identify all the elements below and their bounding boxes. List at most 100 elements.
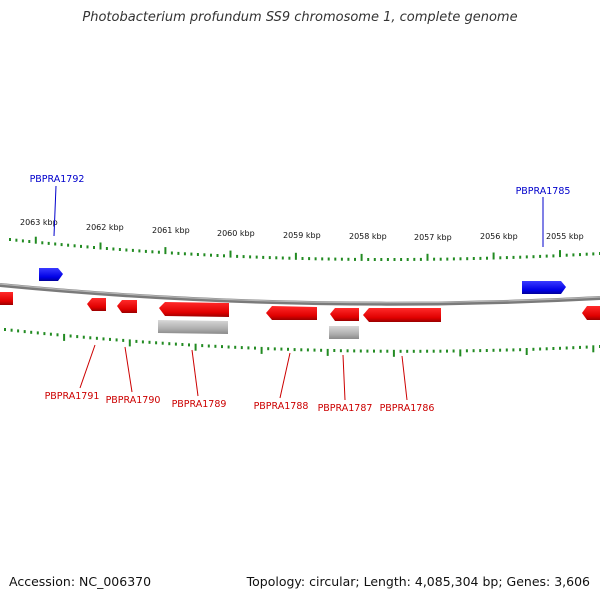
gene-label[interactable]: PBPRA1785 [516, 186, 571, 197]
gene-arrow-reverse[interactable] [87, 298, 106, 311]
minor-tick [10, 328, 13, 332]
minor-tick [60, 243, 63, 247]
minor-tick [499, 348, 502, 352]
minor-tick [21, 239, 24, 243]
major-tick [164, 247, 167, 255]
minor-tick [300, 348, 303, 352]
minor-tick [347, 257, 350, 261]
minor-tick [183, 252, 186, 256]
major-tick [326, 348, 329, 356]
gene-label[interactable]: PBPRA1788 [254, 401, 309, 412]
gene-arrow-forward[interactable] [39, 268, 63, 281]
gene-label[interactable]: PBPRA1791 [45, 391, 100, 402]
minor-tick [539, 347, 542, 351]
topology-text: Topology: circular; Length: 4,085,304 bp… [246, 574, 590, 589]
minor-tick [446, 349, 448, 353]
minor-tick [406, 349, 409, 353]
rna-feature[interactable] [329, 326, 359, 339]
minor-tick [339, 349, 342, 353]
minor-tick [249, 255, 252, 259]
minor-tick [95, 336, 98, 340]
gene-label[interactable]: PBPRA1786 [380, 403, 435, 414]
minor-tick [15, 238, 18, 242]
minor-tick [69, 334, 72, 338]
minor-tick [320, 348, 323, 352]
gene-arrow-reverse[interactable] [0, 292, 13, 305]
kbp-label: 2063 kbp [20, 218, 58, 227]
gene-arrow-forward[interactable] [522, 281, 566, 294]
kbp-scale: 2063 kbp 2062 kbp 2061 kbp 2060 kbp 2059… [20, 218, 584, 242]
major-tick [260, 346, 263, 354]
major-tick [559, 250, 561, 258]
minor-tick [565, 253, 568, 257]
gene-arrow-reverse[interactable] [117, 300, 137, 313]
gene-label[interactable]: PBPRA1790 [106, 395, 161, 406]
minor-tick [247, 346, 250, 350]
gene-arrow-reverse[interactable] [363, 308, 441, 322]
minor-tick [412, 349, 415, 353]
minor-tick [519, 348, 522, 352]
minor-tick [545, 347, 548, 351]
minor-tick [367, 258, 370, 261]
rna-feature[interactable] [158, 320, 228, 334]
minor-tick [148, 340, 151, 344]
minor-tick [73, 244, 76, 248]
minor-tick [118, 248, 121, 251]
minor-tick [459, 257, 462, 261]
minor-tick [273, 347, 276, 351]
major-tick [194, 343, 197, 351]
minor-tick [532, 347, 535, 351]
gene-label[interactable]: PBPRA1792 [30, 174, 85, 185]
minor-tick [452, 257, 455, 261]
minor-tick [399, 349, 402, 353]
leader-line-forward [53, 185, 57, 237]
minor-tick [177, 251, 180, 255]
minor-tick [254, 346, 256, 350]
minor-tick [585, 252, 588, 256]
minor-tick [255, 255, 258, 259]
major-tick [392, 349, 395, 357]
minor-tick [499, 256, 502, 260]
rna-features [158, 320, 359, 339]
minor-tick [281, 256, 284, 260]
minor-tick [359, 349, 362, 353]
leader-line-reverse [124, 346, 133, 393]
minor-tick [346, 349, 349, 353]
major-tick [360, 253, 363, 261]
minor-tick [151, 250, 154, 254]
minor-tick [492, 348, 495, 352]
minor-tick [532, 255, 535, 259]
gene-arrow-reverse[interactable] [330, 308, 359, 321]
minor-tick [36, 331, 39, 335]
minor-tick [419, 349, 422, 353]
gene-labels: PBPRA1792 PBPRA1785 PBPRA1791 PBPRA1790 … [30, 174, 571, 414]
minor-tick [287, 347, 289, 351]
minor-tick [9, 238, 11, 241]
minor-tick [105, 247, 108, 250]
kbp-label: 2060 kbp [217, 229, 255, 238]
kbp-label: 2062 kbp [86, 223, 124, 232]
minor-tick [525, 255, 528, 259]
major-tick [63, 333, 66, 341]
minor-tick [354, 257, 356, 261]
minor-tick [115, 338, 118, 342]
gene-label[interactable]: PBPRA1789 [172, 399, 227, 410]
genome-backbone [0, 283, 600, 306]
kbp-label: 2057 kbp [414, 233, 452, 242]
gene-label[interactable]: PBPRA1787 [318, 403, 373, 414]
minor-tick [157, 250, 160, 254]
minor-tick [373, 258, 376, 261]
minor-tick [419, 257, 422, 261]
major-tick [426, 253, 429, 261]
minor-tick [227, 345, 230, 349]
gene-arrow-reverse[interactable] [582, 306, 600, 320]
minor-tick [102, 337, 105, 341]
minor-tick [207, 344, 210, 348]
minor-tick [280, 347, 283, 351]
gene-arrow-reverse[interactable] [159, 302, 229, 317]
gene-arrow-reverse[interactable] [266, 306, 317, 320]
minor-tick [559, 346, 561, 350]
minor-tick [301, 257, 304, 260]
minor-tick [400, 258, 403, 261]
